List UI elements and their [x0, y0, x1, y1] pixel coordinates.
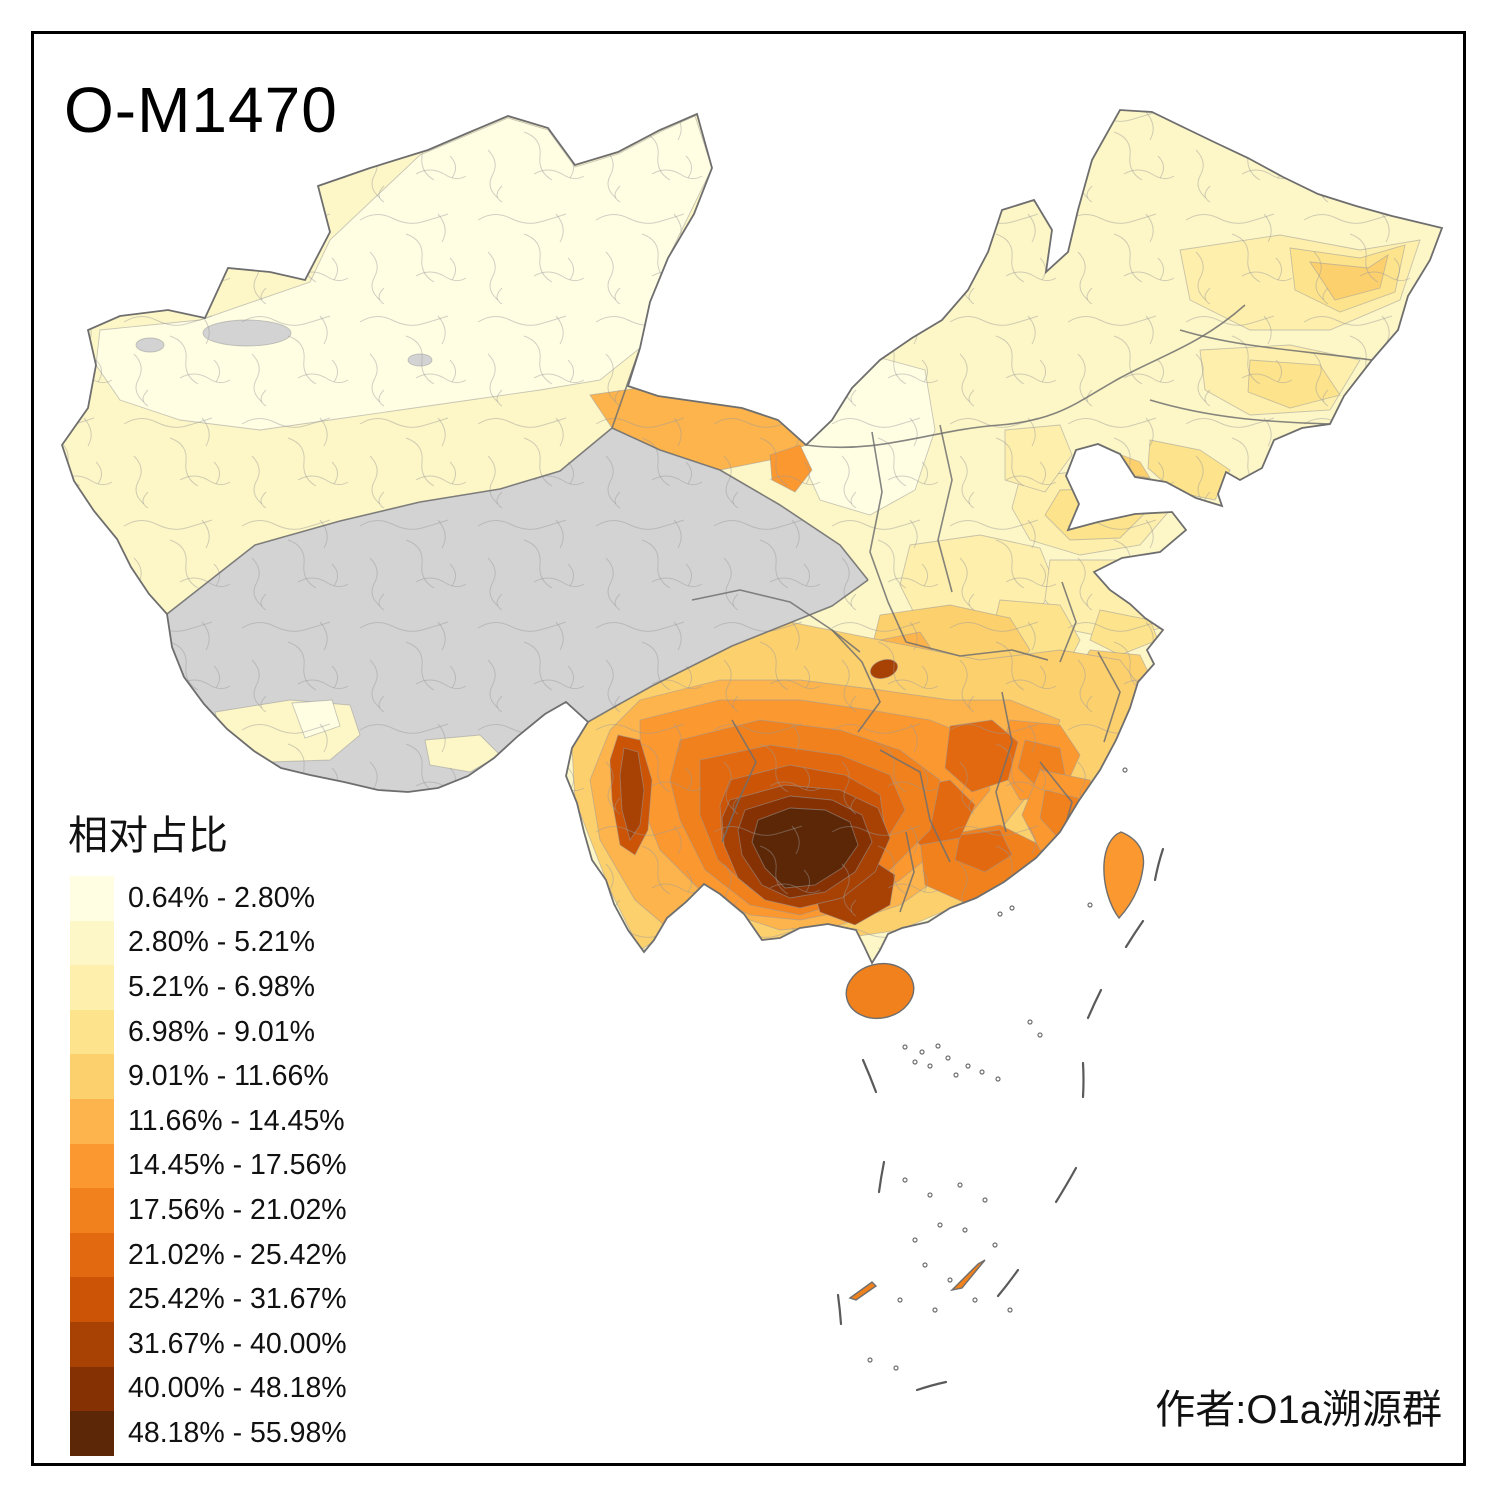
legend-row: 48.18% - 55.98%: [70, 1411, 347, 1456]
legend-swatch: [70, 1277, 114, 1322]
legend-row: 6.98% - 9.01%: [70, 1009, 347, 1055]
legend-label: 40.00% - 48.18%: [128, 1372, 347, 1405]
islet: [949, 1259, 986, 1292]
islet: [848, 1281, 878, 1301]
province-borders: [166, 304, 1373, 913]
legend-row: 9.01% - 11.66%: [70, 1054, 347, 1099]
legend-swatch: [70, 1321, 114, 1367]
nine-dash-line: [836, 847, 1165, 1392]
legend-swatch: [70, 920, 114, 966]
legend-swatch: [70, 1098, 114, 1144]
legend-label: 25.42% - 31.67%: [128, 1283, 347, 1316]
legend-swatch: [70, 1366, 114, 1412]
legend-label: 21.02% - 25.42%: [128, 1238, 347, 1271]
legend-rows: 0.64% - 2.80% 2.80% - 5.21% 5.21% - 6.98…: [70, 876, 347, 1456]
legend-title: 相对占比: [68, 814, 228, 858]
legend-swatch: [70, 876, 114, 921]
legend-swatch: [70, 1143, 114, 1189]
legend-swatch: [70, 1188, 114, 1233]
legend-row: 17.56% - 21.02%: [70, 1188, 347, 1233]
legend-label: 0.64% - 2.80%: [128, 881, 315, 914]
map-title: O-M1470: [64, 74, 338, 146]
legend: 相对占比 0.64% - 2.80% 2.80% - 5.21% 5.21% -…: [68, 816, 347, 1456]
legend-swatch: [70, 1009, 114, 1055]
legend-label: 5.21% - 6.98%: [128, 970, 315, 1003]
hainan-island: [845, 962, 915, 1020]
taiwan-island: [1103, 831, 1145, 920]
legend-swatch: [70, 1232, 114, 1278]
map-frame: [31, 31, 1466, 1466]
legend-row: 21.02% - 25.42%: [70, 1232, 347, 1278]
legend-label: 2.80% - 5.21%: [128, 926, 315, 959]
legend-swatch: [70, 1054, 114, 1099]
legend-row: 40.00% - 48.18%: [70, 1366, 347, 1412]
legend-label: 17.56% - 21.02%: [128, 1193, 347, 1226]
legend-label: 6.98% - 9.01%: [128, 1015, 315, 1048]
legend-label: 11.66% - 14.45%: [128, 1104, 345, 1137]
legend-row: 0.64% - 2.80%: [70, 876, 347, 921]
legend-row: 14.45% - 17.56%: [70, 1143, 347, 1189]
legend-row: 2.80% - 5.21%: [70, 920, 347, 966]
legend-swatch: [70, 965, 114, 1010]
legend-swatch: [70, 1411, 114, 1456]
small-islands: [867, 767, 1128, 1371]
legend-label: 31.67% - 40.00%: [128, 1327, 347, 1360]
legend-row: 25.42% - 31.67%: [70, 1277, 347, 1322]
legend-label: 48.18% - 55.98%: [128, 1416, 347, 1449]
legend-row: 5.21% - 6.98%: [70, 965, 347, 1010]
legend-label: 9.01% - 11.66%: [128, 1060, 329, 1093]
islands: [845, 831, 1145, 1301]
legend-row: 31.67% - 40.00%: [70, 1321, 347, 1367]
legend-row: 11.66% - 14.45%: [70, 1098, 347, 1144]
legend-label: 14.45% - 17.56%: [128, 1149, 347, 1182]
attribution: 作者:O1a溯源群: [1155, 1388, 1442, 1432]
